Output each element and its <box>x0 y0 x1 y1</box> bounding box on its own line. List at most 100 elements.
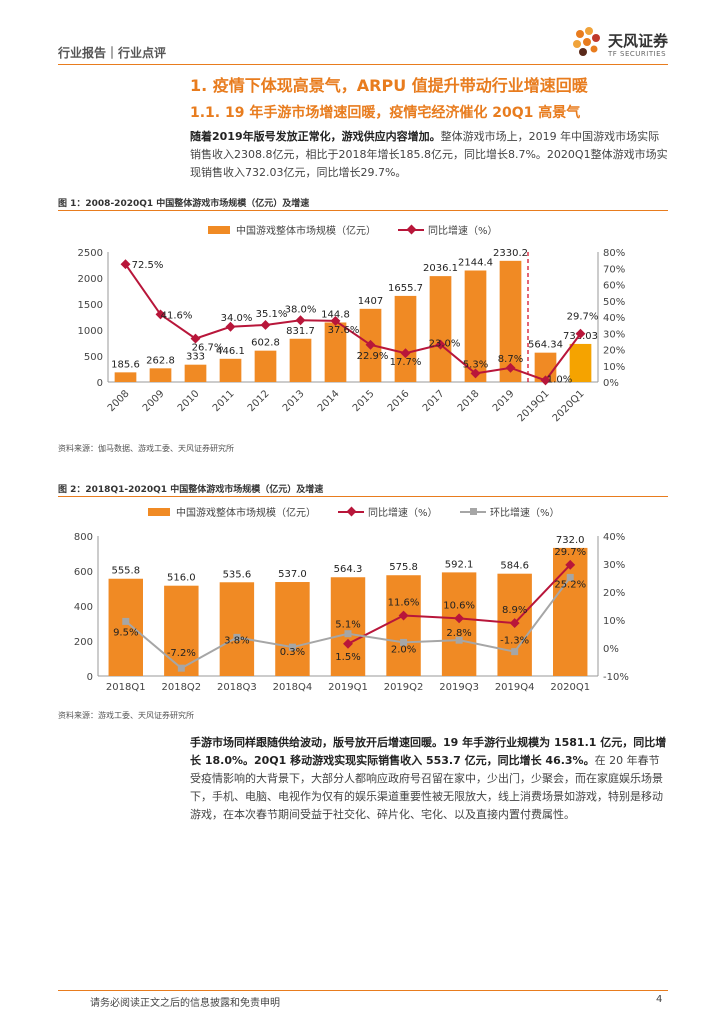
y-tick-label-right: 80% <box>603 248 625 259</box>
bar <box>149 368 172 382</box>
y-tick-label-right: 70% <box>603 264 625 275</box>
legend-marker <box>346 506 357 517</box>
y-tick-label-right: 40% <box>603 532 625 543</box>
yoy-label: 35.1% <box>256 309 288 320</box>
bar-value-label: 831.7 <box>286 326 315 337</box>
legend-label: 中国游戏整体市场规模（亿元） <box>176 506 316 519</box>
paragraph-2-body: 在 20 年春节受疫情影响的大背景下，大部分人都响应政府号召留在家中，少出门，少… <box>190 754 663 821</box>
figure-2-chart: 0 200 400 600 800 -10% 0% 10% 20% 30% 40% 555.8 516.… <box>74 506 629 693</box>
y-tick-label-left: 800 <box>74 532 93 543</box>
qoq-label: -1.3% <box>500 636 529 647</box>
logo-subtitle: TF SECURITIES <box>608 50 667 58</box>
x-tick-label: 2008 <box>106 388 132 414</box>
bar <box>219 582 255 676</box>
bar <box>441 572 477 676</box>
bar-value-label: 555.8 <box>111 566 140 577</box>
yoy-point <box>540 375 551 386</box>
yoy-point <box>295 315 306 326</box>
yoy-point <box>575 328 586 339</box>
yoy-label: 72.5% <box>132 260 164 271</box>
x-tick-label: 2019Q1 <box>516 388 552 424</box>
x-tick-label: 2018Q3 <box>217 682 257 693</box>
footer-disclaimer: 请务必阅读正文之后的信息披露和免责申明 <box>90 998 280 1009</box>
bar-value-label: 262.8 <box>146 355 175 366</box>
figure-1-caption: 图 1：2008-2020Q1 中国整体游戏市场规模（亿元）及增速 <box>58 199 310 209</box>
y-tick-label-left: 0 <box>87 672 93 683</box>
bar-value-label: 333 <box>186 352 205 363</box>
report-type-label: 行业报告｜行业点评 <box>58 46 167 60</box>
bar-value-label: 2330.2 <box>493 248 528 259</box>
bar-value-label: 446.1 <box>216 346 245 357</box>
qoq-label: -7.2% <box>167 648 196 659</box>
x-tick-label: 2013 <box>281 388 307 414</box>
qoq-point <box>566 573 574 581</box>
legend-label: 中国游戏整体市场规模（亿元） <box>236 224 376 237</box>
x-tick-label: 2016 <box>386 388 412 414</box>
y-tick-label-left: 400 <box>74 602 93 613</box>
yoy-label: 5.3% <box>463 359 488 370</box>
bar <box>108 578 143 676</box>
y-tick-label-right: 60% <box>603 281 625 292</box>
qoq-point <box>511 648 519 656</box>
bar <box>114 372 137 382</box>
page-number: 4 <box>656 994 663 1005</box>
bar-value-label: 1407 <box>358 296 383 307</box>
x-tick-label: 2019Q3 <box>439 682 479 693</box>
bar-value-label: 2036.1 <box>423 263 458 274</box>
qoq-label: 9.5% <box>113 627 138 638</box>
y-tick-label-right: 40% <box>603 313 625 324</box>
y-tick-label-right: 50% <box>603 297 625 308</box>
bar <box>324 322 347 382</box>
x-tick-label: 2020Q1 <box>550 682 590 693</box>
bar-value-label: 564.34 <box>528 340 563 351</box>
bar <box>254 350 277 382</box>
legend-label: 同比增速（%） <box>428 224 498 237</box>
qoq-label: 3.8% <box>224 635 249 646</box>
yoy-label: 23.0% <box>429 339 461 350</box>
x-tick-label: 2019 <box>491 388 517 414</box>
y-tick-label-right: 20% <box>603 588 625 599</box>
qoq-label: 25.2% <box>554 579 586 590</box>
bar <box>184 364 207 382</box>
yoy-label: 10.6% <box>443 600 475 611</box>
yoy-label: 17.7% <box>390 357 422 368</box>
qoq-label: 2.8% <box>446 628 471 639</box>
y-tick-label-right: 0% <box>603 378 619 389</box>
yoy-label: 29.7% <box>554 547 586 558</box>
footer-divider <box>58 990 668 991</box>
paragraph-1-body: 整体游戏市场上，2019 年中国游戏市场实际销售收入2308.8亿元，相比于20… <box>190 130 668 179</box>
y-tick-label-left: 0 <box>97 378 103 389</box>
bar-value-label: 732.0 <box>556 535 585 546</box>
yoy-point <box>190 333 201 344</box>
yoy-label: 8.7% <box>498 354 523 365</box>
bar-value-label: 564.3 <box>334 564 363 575</box>
qoq-point <box>344 630 352 638</box>
qoq-label: 5.1% <box>335 620 360 631</box>
yoy-label: 41.6% <box>161 310 193 321</box>
bar <box>275 582 310 676</box>
x-tick-label: 2010 <box>176 388 202 414</box>
header-divider <box>58 64 668 65</box>
bar-value-label: 2144.4 <box>458 257 493 268</box>
qoq-point <box>233 633 241 641</box>
tf-logo-icon <box>573 27 600 56</box>
x-tick-label: 2019Q1 <box>328 682 368 693</box>
figure-2-source: 资料来源：游戏工委、天风证券研究所 <box>58 711 194 720</box>
x-tick-label: 2019Q4 <box>495 682 535 693</box>
yoy-growth-line <box>124 263 582 382</box>
bar-value-label: 535.6 <box>223 569 252 580</box>
bar-value-label: 537.0 <box>278 569 307 580</box>
yoy-point <box>155 309 166 320</box>
x-tick-label: 2018Q2 <box>161 682 201 693</box>
y-tick-label-right: 20% <box>603 346 625 357</box>
yoy-label: 37.6% <box>328 325 360 336</box>
x-tick-label: 2012 <box>246 388 272 414</box>
y-tick-label-right: 30% <box>603 329 625 340</box>
qoq-label: 2.0% <box>391 644 416 655</box>
figure-2-divider <box>58 496 668 497</box>
x-tick-label: 2018Q4 <box>273 682 313 693</box>
bar <box>394 295 417 382</box>
figure-2-caption: 图 2：2018Q1-2020Q1 中国整体游戏市场规模（亿元）及增速 <box>58 485 324 495</box>
yoy-label: 1.0% <box>547 374 572 385</box>
section-title: 1. 疫情下体现高景气，ARPU 值提升带动行业增速回暖 <box>190 76 588 95</box>
